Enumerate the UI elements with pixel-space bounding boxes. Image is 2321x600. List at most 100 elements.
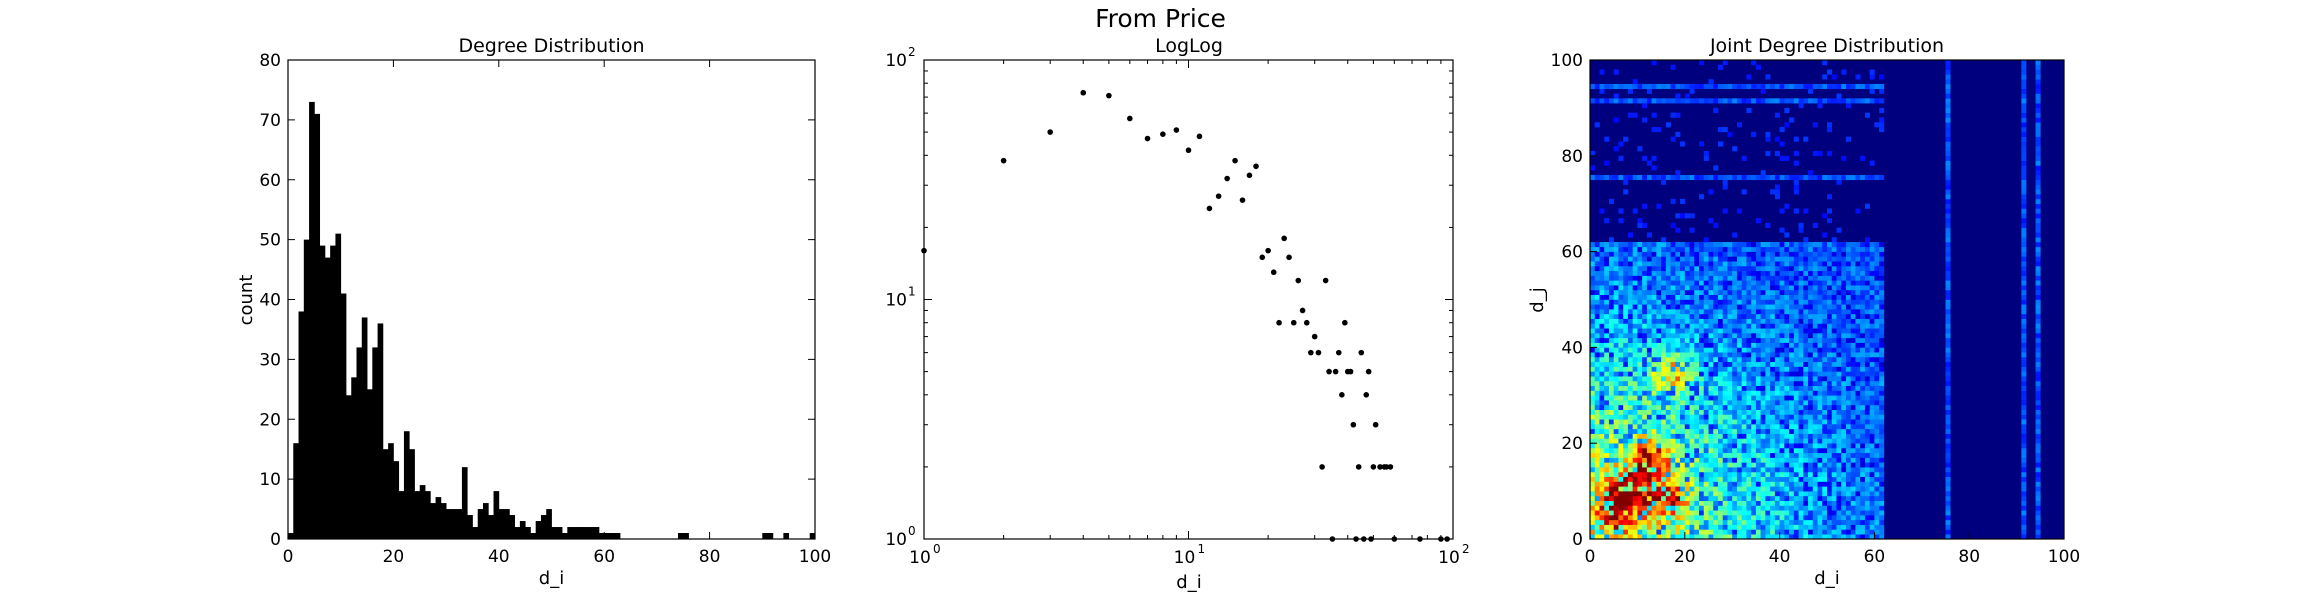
heatmap-cell xyxy=(1717,251,1724,257)
heatmap-cell xyxy=(1945,246,1951,252)
heatmap-cell xyxy=(1869,289,1875,296)
heatmap-cell xyxy=(1727,356,1733,363)
heatmap-cell xyxy=(1642,285,1648,291)
heatmap-cell xyxy=(1675,256,1681,262)
heatmap-cell xyxy=(1755,529,1761,535)
heatmap-cell xyxy=(1779,208,1785,214)
heatmap-cell xyxy=(1874,510,1880,516)
heatmap-cell xyxy=(1590,380,1596,387)
heatmap-cell xyxy=(1656,510,1662,516)
heatmap-cell xyxy=(1680,424,1686,430)
heatmap-cell xyxy=(2035,414,2041,420)
heatmap-cell xyxy=(1599,289,1605,296)
heatmap-cell xyxy=(1642,318,1648,324)
heatmap-cell xyxy=(1779,265,1785,272)
heatmap-cell xyxy=(1746,265,1752,272)
heatmap-cell xyxy=(1623,313,1629,319)
heatmap-cell xyxy=(1732,419,1738,425)
heatmap-cell xyxy=(1632,318,1638,324)
heatmap-cell xyxy=(1651,313,1657,319)
heatmap-cell xyxy=(2021,342,2027,348)
heatmap-cell xyxy=(1608,237,1614,243)
heatmap-cell xyxy=(1765,447,1771,454)
heatmap-cell xyxy=(1855,495,1861,501)
heatmap-cell xyxy=(1784,376,1790,382)
heatmap-cell xyxy=(1651,285,1657,291)
heatmap-cell xyxy=(1646,356,1652,363)
loglog-x-label: d_i xyxy=(1176,572,1201,593)
heatmap-cell xyxy=(1613,83,1619,90)
heatmap-cell xyxy=(1632,246,1638,252)
heatmap-cell xyxy=(1680,366,1686,372)
heatmap-cell xyxy=(1741,275,1747,281)
heatmap-cell xyxy=(1604,265,1610,272)
heatmap-cell xyxy=(1827,433,1833,439)
heatmap-cell xyxy=(1874,280,1880,286)
heatmap-cell xyxy=(1774,462,1780,468)
heatmap-cell xyxy=(1736,347,1742,353)
heatmap-cell xyxy=(1642,347,1648,353)
heatmap-cell xyxy=(1623,179,1629,185)
heatmap-cell xyxy=(1661,333,1667,339)
heatmap-cell xyxy=(1708,414,1714,420)
heatmap-cell xyxy=(1722,457,1728,463)
heatmap-cell xyxy=(1736,337,1742,343)
heatmap-cell xyxy=(1646,313,1652,319)
heatmap-cell xyxy=(1722,251,1728,257)
heatmap-cell xyxy=(1822,256,1828,262)
histogram-bar xyxy=(783,533,790,539)
heatmap-cell xyxy=(1869,98,1875,104)
heatmap-cell xyxy=(1699,323,1705,329)
heatmap-cell xyxy=(1793,174,1799,181)
heatmap-cell xyxy=(1831,495,1837,501)
heatmap-cell xyxy=(1831,309,1837,315)
heatmap-cell xyxy=(1632,79,1638,85)
heatmap-cell xyxy=(1675,371,1681,377)
x-tick-exponent: 0 xyxy=(933,542,941,556)
heatmap-cell xyxy=(1608,414,1614,420)
heatmap-cell xyxy=(1651,352,1657,358)
heatmap-cell xyxy=(1608,265,1614,272)
heatmap-cell xyxy=(1613,98,1619,104)
heatmap-cell xyxy=(1590,98,1596,104)
heatmap-cell xyxy=(1623,174,1629,181)
histogram-bar xyxy=(414,491,421,539)
heatmap-cell xyxy=(1684,174,1690,181)
heatmap-cell xyxy=(1594,304,1600,310)
heatmap-cell xyxy=(1727,428,1733,434)
heatmap-cell xyxy=(1798,491,1804,497)
heatmap-cell xyxy=(1699,380,1705,387)
heatmap-cell xyxy=(1599,88,1605,94)
heatmap-cell xyxy=(1632,285,1638,291)
heatmap-cell xyxy=(1869,88,1875,94)
heatmap-cell xyxy=(1732,347,1738,353)
heatmap-cell xyxy=(1713,356,1719,363)
heatmap-cell xyxy=(1812,519,1818,525)
heatmap-cell xyxy=(1661,457,1667,463)
heatmap-cell xyxy=(1779,476,1785,482)
heatmap-cell xyxy=(1613,347,1619,353)
y-tick-label: 80 xyxy=(1561,147,1583,167)
heatmap-cell xyxy=(1694,83,1700,90)
heatmap-cell xyxy=(1864,323,1870,329)
heatmap-cell xyxy=(1798,529,1804,535)
heatmap-cell xyxy=(2035,98,2041,104)
heatmap-cell xyxy=(1651,309,1657,315)
heatmap-cell xyxy=(1736,462,1742,468)
heatmap-cell xyxy=(1831,438,1837,444)
heatmap-cell xyxy=(1770,443,1776,449)
heatmap-cell xyxy=(1741,289,1747,296)
heatmap-cell xyxy=(1845,313,1851,319)
y-tick-label: 50 xyxy=(259,231,281,251)
heatmap-cell xyxy=(1751,347,1757,353)
heatmap-cell xyxy=(1675,227,1681,233)
heatmap-cell xyxy=(1736,323,1742,329)
heatmap-cell xyxy=(1736,246,1742,252)
heatmap-cell xyxy=(1656,452,1662,458)
heatmap-cell xyxy=(1632,428,1638,434)
heatmap-cell xyxy=(1680,213,1686,219)
heatmap-cell xyxy=(1770,457,1776,463)
heatmap-cell xyxy=(1845,404,1851,410)
heatmap-cell xyxy=(1827,285,1833,291)
heatmap-cell xyxy=(1732,318,1738,324)
